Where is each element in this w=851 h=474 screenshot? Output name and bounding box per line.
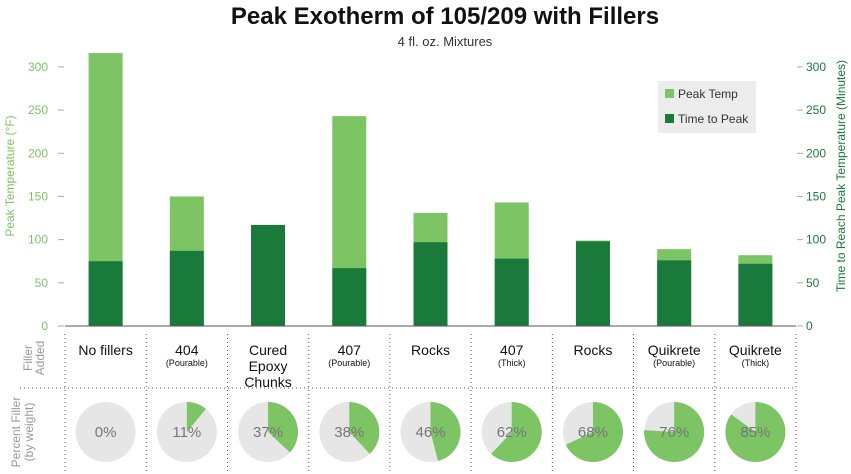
percent-filler-label: 68% [578,424,608,441]
legend-swatch-peak-temp [665,89,674,98]
bar-time-to-peak [169,250,204,326]
legend-label-time-to-peak: Time to Peak [678,112,749,126]
bar-time-to-peak [88,261,123,326]
y-tick-left: 0 [41,319,48,333]
y-tick-right: 300 [806,60,826,74]
category-label: Quikrete [648,342,701,358]
category-label: 404 [175,342,199,358]
category-label: No fillers [78,342,132,358]
y-axis-label-right: Time to Reach Peak Temperature (Minutes) [834,60,848,292]
category-label: Rocks [411,342,450,358]
pie-slice-filler [491,402,542,462]
legend-box [658,81,756,133]
category-label: Epoxy [249,358,288,374]
percent-filler-label: 11% [172,424,201,441]
category-label: Cured [249,342,287,358]
y-axis-label-left: Peak Temperature (°F) [3,115,17,236]
y-tick-right: 100 [806,233,826,247]
percent-filler-label: 38% [334,424,364,441]
y-tick-left: 300 [28,60,48,74]
category-sublabel: (Thick) [742,358,770,368]
bar-time-to-peak [657,260,692,326]
y-tick-right: 50 [806,276,820,290]
bar-time-to-peak [494,258,529,326]
legend-swatch-time-to-peak [665,114,674,123]
pie-slice-filler [430,402,461,462]
category-label: Quikrete [729,342,782,358]
row-label-filler-added: Added [33,341,47,376]
category-sublabel: (Pourable) [653,358,695,368]
y-tick-left: 50 [35,276,49,290]
y-tick-left: 250 [28,103,48,117]
chart-subtitle: 4 fl. oz. Mixtures [398,34,493,49]
bar-time-to-peak [251,224,286,326]
bar-time-to-peak [738,263,773,326]
row-label-filler-added: Filler [21,345,35,371]
bar-time-to-peak [575,241,610,326]
y-tick-left: 150 [28,189,48,203]
category-label: 407 [500,342,524,358]
percent-filler-label: 37% [253,424,283,441]
bar-time-to-peak [332,268,367,326]
pie-background [75,402,136,462]
y-tick-left: 200 [28,146,48,160]
pie-slice-filler [565,402,623,463]
y-tick-right: 200 [806,146,826,160]
pie-slice-filler [725,402,786,462]
category-label: Chunks [244,374,291,390]
y-tick-left: 100 [28,233,48,247]
pie-slice-filler [186,402,206,432]
chart-title: Peak Exotherm of 105/209 with Fillers [231,3,659,30]
percent-filler-label: 46% [415,424,445,441]
pie-slice-filler [349,402,380,454]
category-sublabel: (Pourable) [328,358,370,368]
percent-filler-label: 85% [740,424,770,441]
row-label-percent-filler: (by weight) [22,403,36,462]
legend-label-peak-temp: Peak Temp [678,87,738,101]
category-sublabel: (Pourable) [166,358,208,368]
y-tick-right: 250 [806,103,826,117]
category-label: 407 [338,342,362,358]
pie-slice-filler [644,402,705,462]
pie-slice-filler [268,402,299,453]
legend: Peak Temp Time to Peak [658,81,756,133]
bar-time-to-peak [413,242,448,326]
y-tick-right: 0 [806,319,813,333]
percent-filler-label: 0% [95,424,117,441]
percent-filler-label: 76% [659,424,689,441]
percent-filler-label: 62% [497,424,527,441]
y-tick-right: 150 [806,189,826,203]
row-label-percent-filler: Percent Filler [9,397,23,468]
category-sublabel: (Thick) [498,358,526,368]
category-label: Rocks [573,342,612,358]
